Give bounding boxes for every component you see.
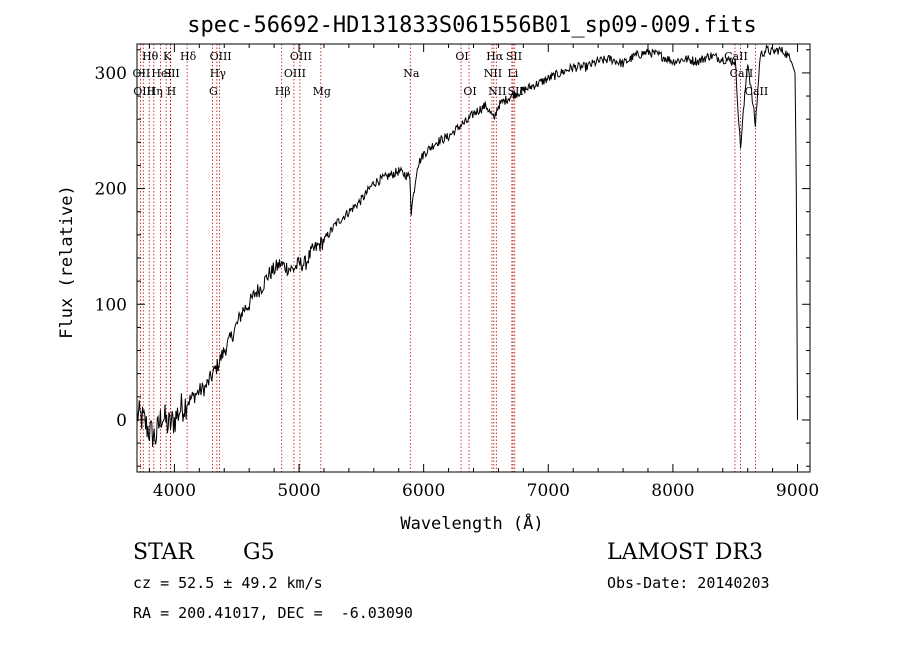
observation-date: Obs-Date: 20140203 xyxy=(607,574,770,592)
line-label-2: OIII xyxy=(133,85,155,98)
line-label-14: OIII xyxy=(290,50,312,63)
line-label-6: SII xyxy=(164,67,180,80)
line-label-5: K xyxy=(163,50,172,63)
line-label-1: OII xyxy=(133,67,151,80)
line-label-25: CaII xyxy=(724,50,748,63)
x-tick-label-3: 7000 xyxy=(527,481,570,501)
y-axis: 0 100 200 300 xyxy=(95,49,810,467)
y-tick-label-2: 200 xyxy=(95,180,127,200)
line-label-27: CaII xyxy=(745,85,769,98)
line-label-20: NII xyxy=(484,67,502,80)
line-label-12: Hβ xyxy=(275,85,291,98)
line-label-16: Na xyxy=(403,67,420,80)
line-label-22: SII xyxy=(506,50,522,63)
spectrum-line xyxy=(136,44,798,448)
line-label-21: NII xyxy=(488,85,506,98)
y-tick-label-1: 100 xyxy=(95,295,127,315)
redshift-velocity: cz = 52.5 ± 49.2 km/s xyxy=(133,574,323,592)
x-tick-label-2: 6000 xyxy=(402,481,445,501)
line-label-15: Mg xyxy=(313,85,331,98)
line-label-18: OI xyxy=(463,85,476,98)
line-label-7: H xyxy=(167,85,177,98)
line-label-11: G xyxy=(209,85,218,98)
y-tick-label-3: 300 xyxy=(95,64,127,84)
line-label-19: Hα xyxy=(486,50,504,63)
x-tick-label-1: 5000 xyxy=(277,481,320,501)
line-label-23: Li xyxy=(507,67,518,80)
line-label-17: OI xyxy=(455,50,468,63)
line-label-3: Hη xyxy=(147,85,163,98)
x-tick-label-4: 8000 xyxy=(651,481,694,501)
y-axis-label: Flux (relative) xyxy=(57,185,77,339)
line-label-9: OIII xyxy=(210,50,232,63)
x-tick-label-0: 4000 xyxy=(153,481,196,501)
object-class: STAR xyxy=(133,540,194,565)
line-label-10: Hγ xyxy=(210,67,227,80)
ra-dec-coordinates: RA = 200.41017, DEC = -6.03090 xyxy=(133,604,413,622)
survey-name: LAMOST DR3 xyxy=(607,540,763,565)
chart-title: spec-56692-HD131833S061556B01_sp09-009.f… xyxy=(187,13,757,38)
y-tick-label-0: 0 xyxy=(116,411,127,431)
line-label-8: Hδ xyxy=(180,50,197,63)
line-label-0: Hθ xyxy=(142,50,159,63)
x-axis-label: Wavelength (Å) xyxy=(400,512,543,534)
spectral-line-markers xyxy=(139,44,756,472)
x-axis: 4000 5000 6000 7000 8000 9000 xyxy=(148,44,819,501)
line-label-13: OIII xyxy=(284,67,306,80)
object-subclass: G5 xyxy=(243,540,275,565)
line-label-4: HeI xyxy=(151,67,171,80)
plot-frame xyxy=(136,43,811,473)
x-tick-label-5: 9000 xyxy=(776,481,819,501)
